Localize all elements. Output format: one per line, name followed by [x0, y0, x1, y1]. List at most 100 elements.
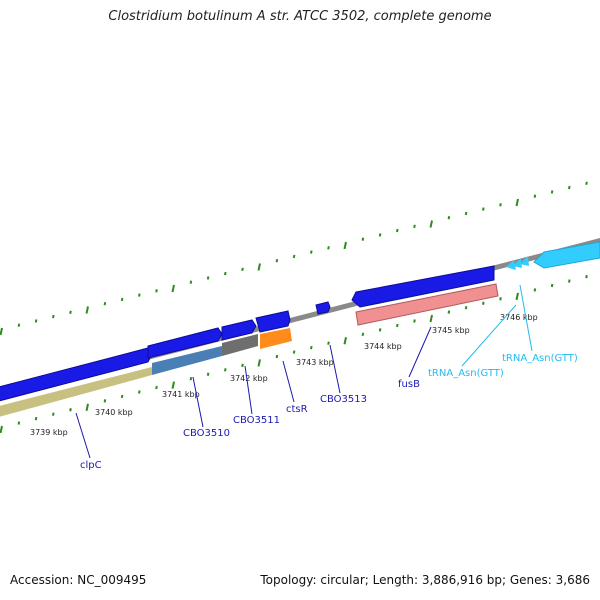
outer-tick: [155, 289, 158, 293]
inner-tick: [585, 274, 588, 279]
outer-tick: [17, 323, 21, 327]
outer-tick: [275, 259, 279, 263]
inner-tick: [464, 305, 468, 310]
scale-label: 3745 kbp: [432, 326, 470, 335]
gene-label: CBO3511: [233, 415, 280, 426]
topology-label: Topology: circular; Length: 3,886,916 bp…: [260, 573, 590, 587]
outer-tick: [533, 194, 537, 198]
outer-tick: [257, 263, 261, 271]
cds-arrow-fusb: [351, 265, 495, 308]
outer-tick: [241, 267, 244, 271]
gene-leader-line: [192, 376, 204, 428]
scale-label: 3744 kbp: [364, 342, 402, 351]
cds-arrow-cbo3513: [315, 301, 331, 315]
outer-tick: [568, 185, 571, 190]
outer-tick: [103, 302, 107, 306]
outer-tick: [0, 327, 3, 336]
inner-tick: [103, 399, 107, 403]
inner-tick: [413, 319, 416, 323]
scale-label: 3739 kbp: [30, 428, 68, 437]
gene-leader-line: [75, 412, 91, 459]
inner-tick: [361, 332, 365, 337]
scale-label: 3746 kbp: [500, 313, 538, 322]
gene-leader-line: [408, 326, 432, 378]
outer-tick: [310, 250, 313, 254]
inner-tick: [499, 297, 502, 301]
gene-label: clpC: [80, 460, 102, 471]
outer-tick: [482, 207, 485, 211]
inner-tick: [52, 412, 55, 416]
gene-leader-line: [282, 360, 295, 403]
accession-label: Accession: NC_009495: [10, 573, 147, 587]
inner-tick: [447, 310, 451, 314]
inner-tick: [0, 425, 3, 434]
outer-tick: [189, 280, 193, 284]
gene-label: fusB: [398, 379, 420, 390]
gene-label: tRNA_Asn(GTT): [502, 353, 578, 364]
inner-tick: [171, 381, 175, 389]
inner-tick-ring: [0, 274, 588, 434]
trna-arrow-1: [506, 260, 516, 270]
outer-tick: [413, 224, 416, 228]
outer-tick: [69, 310, 72, 314]
inner-tick: [69, 408, 72, 412]
cds-arrow-cbo3510: [147, 327, 223, 359]
outer-tick: [343, 241, 347, 250]
trna-arrow-3: [520, 256, 529, 266]
inner-tick: [343, 337, 347, 345]
inner-tick: [155, 385, 158, 390]
outer-tick-ring: [0, 181, 588, 336]
outer-tick: [361, 237, 365, 241]
outer-tick: [396, 228, 399, 233]
outer-tick: [292, 254, 296, 259]
inner-tick: [533, 288, 537, 292]
scale-label: 3743 kbp: [296, 358, 334, 367]
inner-tick: [310, 345, 313, 350]
inner-tick: [138, 390, 141, 394]
outer-tick: [52, 314, 55, 319]
scale-label: 3741 kbp: [162, 390, 200, 399]
ctsR-segment: [260, 328, 292, 349]
inner-tick: [378, 328, 382, 332]
outer-tick: [120, 297, 124, 302]
rrna-bar: [355, 283, 499, 326]
outer-tick: [327, 246, 330, 250]
inner-tick: [275, 354, 279, 359]
inner-tick: [17, 421, 21, 425]
inner-tick: [120, 394, 124, 399]
trna-arrow-large: [533, 241, 600, 269]
outer-tick: [447, 216, 451, 220]
scale-label: 3742 kbp: [230, 374, 268, 383]
genome-title: Clostridium botulinum A str. ATCC 3502, …: [108, 9, 492, 24]
outer-tick: [85, 306, 89, 314]
outer-tick: [499, 203, 502, 207]
gene-label: ctsR: [286, 404, 308, 415]
outer-tick: [515, 198, 519, 207]
cds-arrow-cbo3511: [221, 319, 257, 341]
cbo3511-segment: [222, 334, 258, 356]
inner-tick: [396, 323, 399, 328]
cds-arrow-ctsr: [255, 310, 291, 333]
inner-tick: [482, 301, 485, 305]
scale-label: 3740 kbp: [95, 408, 133, 417]
gene-leader-line: [329, 344, 341, 394]
outer-tick: [550, 190, 554, 194]
gene-leader-line: [519, 284, 533, 352]
inner-tick: [241, 363, 244, 368]
inner-tick: [189, 376, 193, 381]
cbo3510-segment: [152, 346, 222, 375]
inner-tick: [327, 341, 330, 345]
outer-tick: [138, 293, 141, 297]
gene-leader-line: [244, 365, 253, 415]
inner-tick: [257, 359, 261, 367]
clpC-segment: [0, 367, 152, 417]
trna-arrow-2: [513, 258, 522, 268]
outer-tick: [585, 181, 588, 185]
inner-tick: [206, 372, 210, 376]
inner-tick: [85, 403, 89, 412]
inner-tick: [550, 283, 554, 288]
gene-label: CBO3510: [183, 428, 230, 439]
scale-labels: 3739 kbp 3740 kbp 3741 kbp 3742 kbp 3743 kbp…: [30, 313, 538, 437]
inner-tick: [224, 368, 227, 372]
